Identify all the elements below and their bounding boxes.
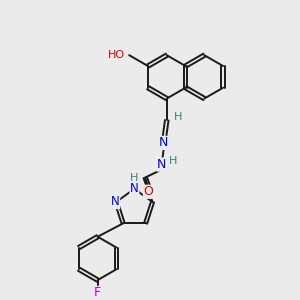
Text: N: N bbox=[111, 196, 120, 208]
Text: H: H bbox=[169, 156, 177, 166]
Text: N: N bbox=[157, 158, 167, 171]
Text: H: H bbox=[130, 173, 139, 183]
Text: N: N bbox=[130, 182, 139, 195]
Text: H: H bbox=[173, 112, 182, 122]
Text: N: N bbox=[159, 136, 169, 149]
Text: HO: HO bbox=[108, 50, 125, 60]
Text: F: F bbox=[94, 286, 101, 299]
Text: O: O bbox=[143, 185, 153, 198]
